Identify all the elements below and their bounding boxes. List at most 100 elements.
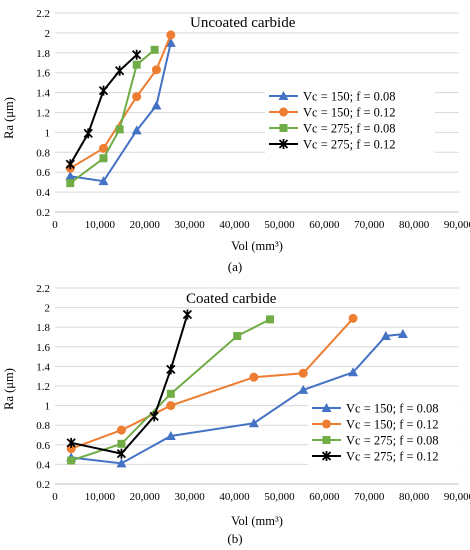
data-point-series-3 — [150, 45, 159, 54]
y-tick-label: 0.4 — [36, 187, 50, 199]
y-tick-label: 0.6 — [36, 167, 50, 179]
grid-a — [55, 12, 459, 213]
x-tick-label: 0 — [52, 491, 58, 503]
y-ticks-b: 0.2 0.4 0.6 0.8 1 1.2 1.4 1.6 1.8 2 2.2 — [36, 283, 50, 491]
data-point-series-1 — [131, 125, 142, 135]
data-point-series-2 — [249, 372, 259, 382]
x-tick-label: 80,000 — [399, 491, 430, 503]
chart-title-a: Uncoated carbide — [190, 15, 296, 31]
legend-marker — [278, 139, 289, 149]
y-tick-label: 0.4 — [36, 459, 50, 471]
legend-marker — [322, 436, 331, 444]
data-point-series-2 — [348, 313, 358, 323]
x-tick-label: 20,000 — [130, 491, 161, 503]
legend-label: Vc = 275; f = 0.08 — [346, 434, 439, 448]
legend-label: Vc = 275; f = 0.12 — [303, 138, 396, 152]
data-point-series-4 — [166, 364, 176, 375]
data-point-series-4 — [115, 65, 125, 76]
y-ticks-a: 0.2 0.4 0.6 0.8 1 1.2 1.4 1.6 1.8 2 2.2 — [36, 8, 50, 219]
x-tick-label: 40,000 — [219, 491, 250, 503]
data-point-series-3 — [67, 456, 76, 465]
legend-marker — [279, 124, 288, 132]
legend-label: Vc = 150; f = 0.12 — [303, 106, 396, 120]
y-tick-label: 0.2 — [36, 207, 50, 219]
x-tick-label: 10,000 — [85, 491, 116, 503]
series-line-2 — [69, 34, 172, 170]
data-point-series-2 — [66, 444, 76, 454]
x-tick-label: 90,000 — [444, 219, 470, 231]
x-tick-label: 20,000 — [130, 219, 161, 231]
y-tick-label: 1.8 — [36, 322, 50, 334]
data-point-series-1 — [98, 176, 109, 186]
data-point-series-1 — [380, 331, 391, 341]
legend-marker — [278, 91, 289, 100]
series-line-3 — [69, 49, 156, 184]
y-tick-label: 0.8 — [36, 147, 50, 159]
data-point-series-1 — [248, 418, 259, 428]
data-point-series-3 — [233, 332, 242, 341]
legend-label: Vc = 150; f = 0.12 — [346, 418, 439, 432]
x-tick-label: 40,000 — [219, 219, 250, 231]
x-tick-label: 60,000 — [309, 491, 340, 503]
x-tick-label: 50,000 — [264, 491, 295, 503]
data-point-series-1 — [348, 367, 359, 377]
data-point-series-1 — [151, 100, 162, 110]
legend-label: Vc = 275; f = 0.12 — [346, 450, 439, 464]
y-tick-label: 1 — [45, 127, 51, 139]
panel-b: 0.2 0.4 0.6 0.8 1 1.2 1.4 1.6 1.8 2 2.2 0 10,000 20,… — [2, 283, 470, 546]
data-point-series-4 — [98, 85, 109, 96]
data-point-series-3 — [66, 179, 75, 188]
data-point-series-2 — [132, 92, 142, 102]
panel-label-b: (b) — [227, 531, 242, 546]
data-point-series-4 — [83, 128, 93, 139]
data-point-series-1 — [165, 430, 176, 440]
data-point-series-1 — [397, 329, 408, 339]
x-tick-label: 60,000 — [309, 219, 340, 231]
y-tick-label: 2.2 — [36, 8, 50, 20]
panel-label-a: (a) — [228, 259, 242, 274]
data-point-series-2 — [166, 30, 176, 40]
x-tick-label: 30,000 — [175, 491, 206, 503]
data-point-series-2 — [298, 368, 308, 378]
x-tick-label: 0 — [52, 219, 58, 231]
y-tick-label: 2 — [45, 28, 51, 40]
series-line-2 — [70, 317, 354, 450]
panel-a: 0.2 0.4 0.6 0.8 1 1.2 1.4 1.6 1.8 2 2.2 0 10,000 20,… — [2, 8, 470, 274]
legend-label: Vc = 150; f = 0.08 — [303, 90, 396, 104]
data-point-series-1 — [65, 171, 76, 181]
x-tick-label: 80,000 — [399, 219, 430, 231]
data-point-series-1 — [165, 37, 176, 47]
y-tick-label: 1.4 — [36, 88, 50, 100]
y-tick-label: 1.6 — [36, 68, 50, 80]
data-point-series-3 — [115, 125, 124, 134]
data-point-series-3 — [166, 389, 175, 398]
data-point-series-4 — [182, 309, 193, 320]
data-point-series-4 — [132, 49, 142, 60]
y-tick-label: 0.2 — [36, 479, 50, 491]
legend-a: Vc = 150; f = 0.08 Vc = 150; f = 0.12 Vc =… — [265, 85, 435, 157]
x-ticks-a: 0 10,000 20,000 30,000 40,000 50,000 60,000 70,… — [52, 219, 470, 231]
y-tick-label: 1 — [45, 401, 51, 413]
series-a — [65, 30, 176, 188]
legend-marker — [321, 403, 332, 412]
data-point-series-4 — [149, 411, 159, 422]
x-axis-title-b: Vol (mm³) — [231, 514, 283, 528]
data-point-series-3 — [99, 154, 108, 163]
data-point-series-1 — [298, 384, 309, 394]
data-point-series-3 — [266, 315, 275, 324]
data-point-series-3 — [132, 60, 141, 69]
y-tick-label: 1.2 — [36, 108, 50, 120]
legend-marker — [322, 419, 331, 429]
x-tick-label: 50,000 — [264, 219, 295, 231]
data-point-series-3 — [117, 439, 126, 448]
legend-label: Vc = 275; f = 0.08 — [303, 122, 396, 136]
data-point-series-2 — [166, 401, 176, 411]
data-point-series-4 — [66, 437, 76, 448]
x-tick-label: 90,000 — [444, 491, 470, 503]
y-tick-label: 0.8 — [36, 420, 50, 432]
y-tick-label: 1.6 — [36, 342, 50, 354]
x-tick-label: 70,000 — [354, 491, 385, 503]
legend-b: Vc = 150; f = 0.08 Vc = 150; f = 0.12 Vc =… — [308, 397, 458, 469]
data-point-series-4 — [116, 448, 127, 459]
